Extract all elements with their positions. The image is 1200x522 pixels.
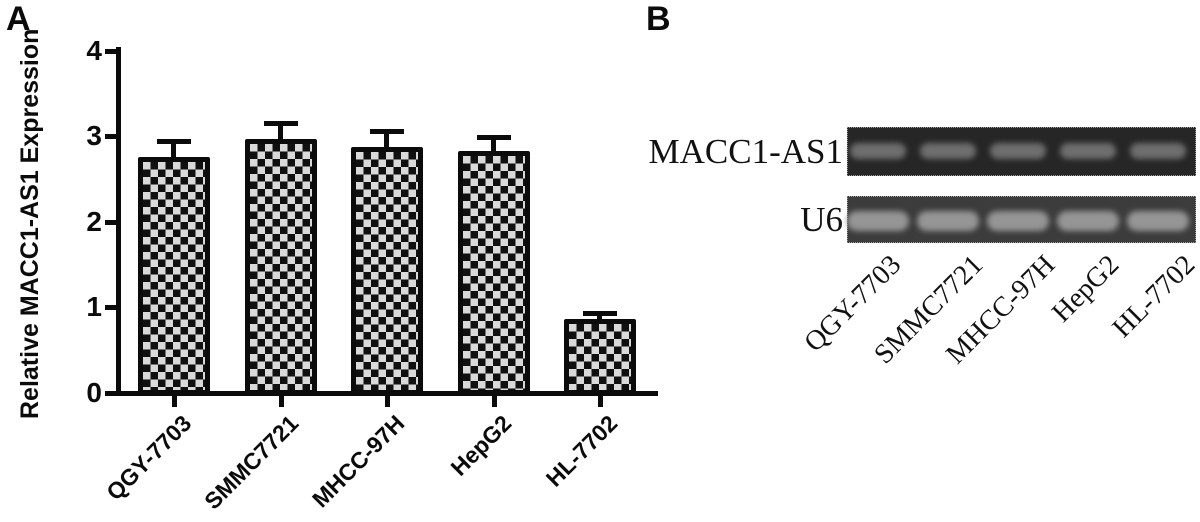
gel-band: [917, 211, 979, 231]
gel-band: [1057, 211, 1119, 231]
error-bar-stem: [171, 141, 176, 165]
bar-hepg2: [457, 150, 530, 395]
gel-band: [1127, 211, 1189, 231]
x-axis-tick: [278, 396, 284, 407]
bar-smmc7721: [244, 138, 317, 395]
y-tick-label: 4: [86, 34, 102, 66]
x-axis-tick: [172, 396, 177, 407]
y-axis-tick: [105, 219, 116, 225]
gel-band: [990, 143, 1046, 159]
gel-row-label: U6: [800, 199, 843, 239]
y-tick-label: 2: [86, 205, 102, 237]
gel-band: [1060, 143, 1116, 159]
y-axis-tick: [105, 48, 116, 54]
error-bar-cap: [157, 139, 191, 145]
error-bar-stem: [490, 137, 496, 159]
bar-mhcc-97h: [351, 147, 423, 395]
gel-band: [1130, 143, 1186, 159]
y-axis-tick: [105, 391, 116, 396]
x-axis-tick: [385, 396, 390, 407]
error-bar-cap: [583, 310, 617, 316]
error-bar-cap: [370, 129, 404, 135]
bar-qgy-7703: [138, 156, 210, 395]
gel-band: [850, 143, 906, 159]
y-axis-line: [116, 47, 121, 396]
x-axis-tick: [491, 396, 497, 407]
x-axis-tick: [598, 396, 603, 407]
bar-hl-7702: [564, 319, 636, 395]
error-bar-stem: [384, 131, 389, 156]
y-tick-label: 3: [86, 120, 102, 152]
error-bar-cap: [263, 121, 298, 127]
y-tick-label: 1: [86, 291, 102, 323]
gel-row-label: MACC1-AS1: [648, 131, 843, 171]
y-tick-label: 0: [86, 377, 102, 408]
error-bar-stem: [277, 123, 283, 147]
gel-band: [987, 211, 1049, 231]
panel-b-letter: B: [646, 0, 672, 38]
panel-a-letter: A: [6, 0, 32, 38]
gel-band: [920, 143, 976, 159]
y-axis-tick: [105, 134, 116, 140]
gel-band: [847, 211, 909, 231]
error-bar-cap: [476, 135, 511, 141]
y-axis-tick: [105, 305, 116, 311]
